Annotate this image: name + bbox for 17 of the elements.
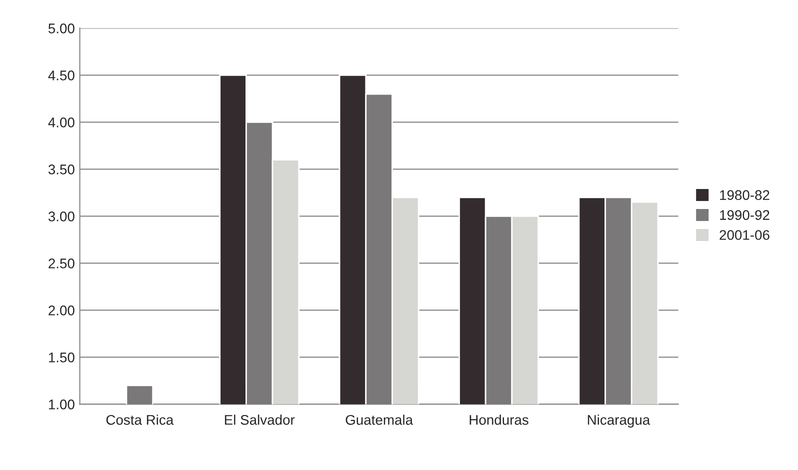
y-tick-label: 4.50 xyxy=(48,70,74,80)
x-tick-label: Costa Rica xyxy=(106,414,174,425)
x-tick-label: El Salvador xyxy=(224,414,295,425)
legend-label: 1990-92 xyxy=(720,210,770,220)
y-tick-label: 1.00 xyxy=(48,400,74,410)
y-tick-label: 2.50 xyxy=(48,258,74,268)
y-tick-label: 2.00 xyxy=(48,306,74,316)
y-tick-label: 4.00 xyxy=(48,118,74,128)
x-tick-label: Honduras xyxy=(470,414,528,425)
legend-label: 2001-06 xyxy=(720,230,770,240)
x-tick-label: Nicaragua xyxy=(588,414,650,428)
x-tick-label: Guatemala xyxy=(346,414,414,425)
y-tick-label: 5.00 xyxy=(48,24,74,34)
legend-label: 1980-82 xyxy=(720,190,770,200)
y-tick-label: 3.00 xyxy=(48,212,74,222)
y-tick-label: 3.50 xyxy=(48,164,74,174)
y-tick-label: 1.50 xyxy=(48,352,74,362)
